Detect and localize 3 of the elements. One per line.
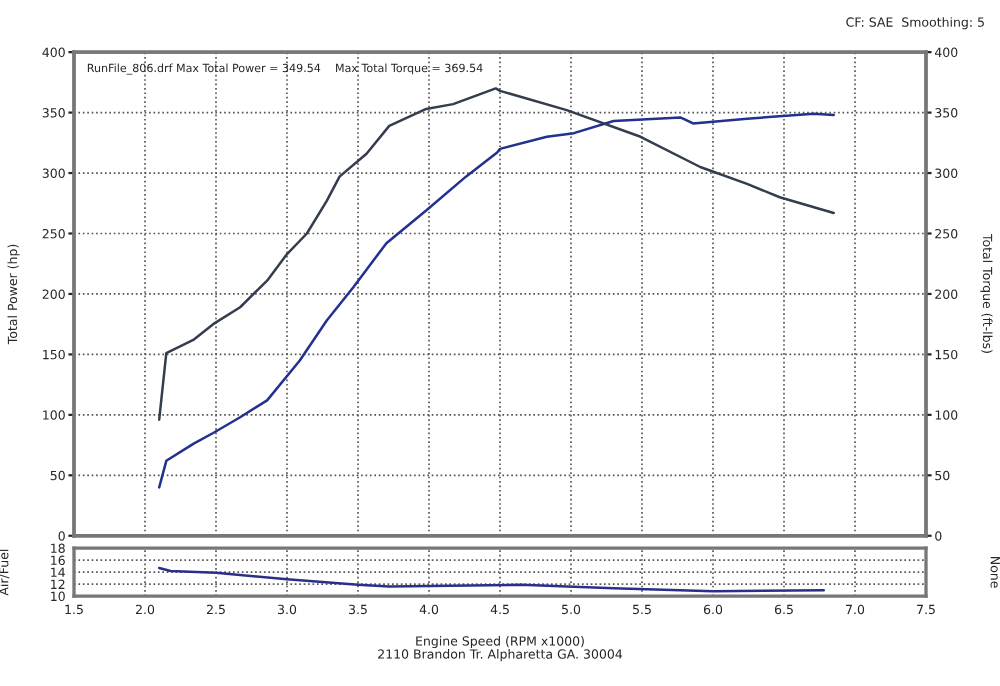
line-series <box>157 112 835 489</box>
line-series <box>157 87 835 421</box>
line-series <box>157 566 826 593</box>
